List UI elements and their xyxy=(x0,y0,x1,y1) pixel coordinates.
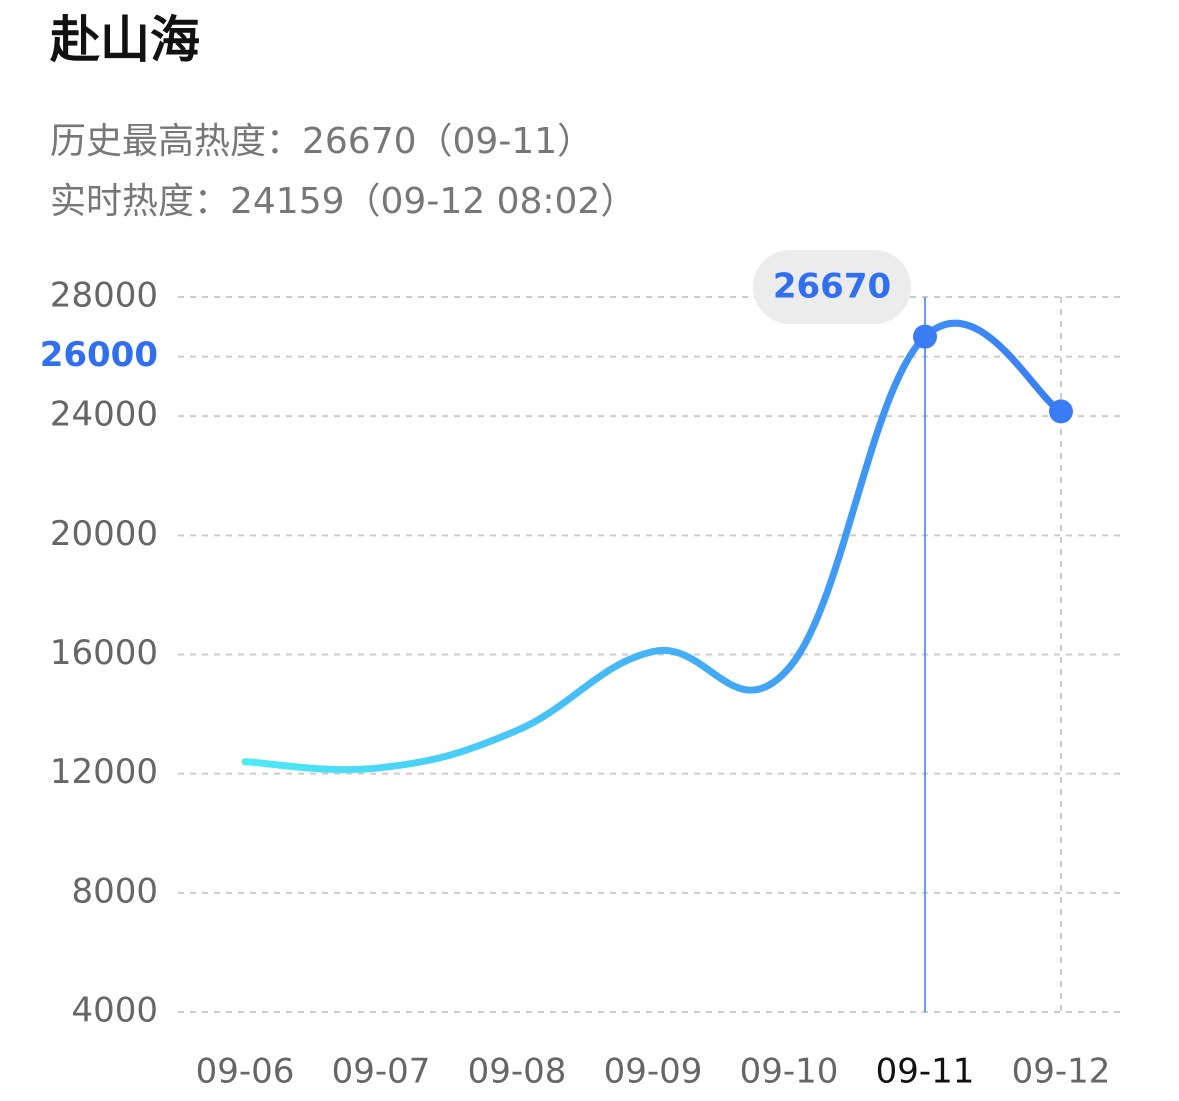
y-tick-label: 16000 xyxy=(50,633,158,673)
x-tick-label: 09-12 xyxy=(1012,1052,1111,1092)
tooltip-bg xyxy=(753,250,911,324)
y-tick-label: 26000 xyxy=(40,335,158,375)
title: 赴山海 xyxy=(50,11,200,69)
y-tick-label: 4000 xyxy=(71,991,158,1031)
x-tick-label: 09-06 xyxy=(196,1052,295,1092)
y-tick-label: 8000 xyxy=(71,871,158,911)
y-tick-label: 24000 xyxy=(50,395,158,435)
y-tick-label: 20000 xyxy=(50,514,158,554)
point xyxy=(913,324,937,349)
x-tick-label: 09-08 xyxy=(468,1052,567,1092)
info-line: 历史最高热度：26670（09-11） xyxy=(50,121,594,162)
x-tick-label: 09-10 xyxy=(740,1052,839,1092)
y-tick-label: 12000 xyxy=(50,752,158,792)
point xyxy=(1049,399,1073,424)
x-tick-label: 09-11 xyxy=(876,1052,975,1092)
tooltip-value: 26670 xyxy=(773,267,891,307)
line xyxy=(241,319,1065,774)
x-tick-label: 09-09 xyxy=(604,1052,703,1092)
info-line: 实时热度：24159（09-12 08:02） xyxy=(50,181,637,222)
x-tick-label: 09-07 xyxy=(332,1052,431,1092)
y-tick-label: 28000 xyxy=(50,276,158,316)
